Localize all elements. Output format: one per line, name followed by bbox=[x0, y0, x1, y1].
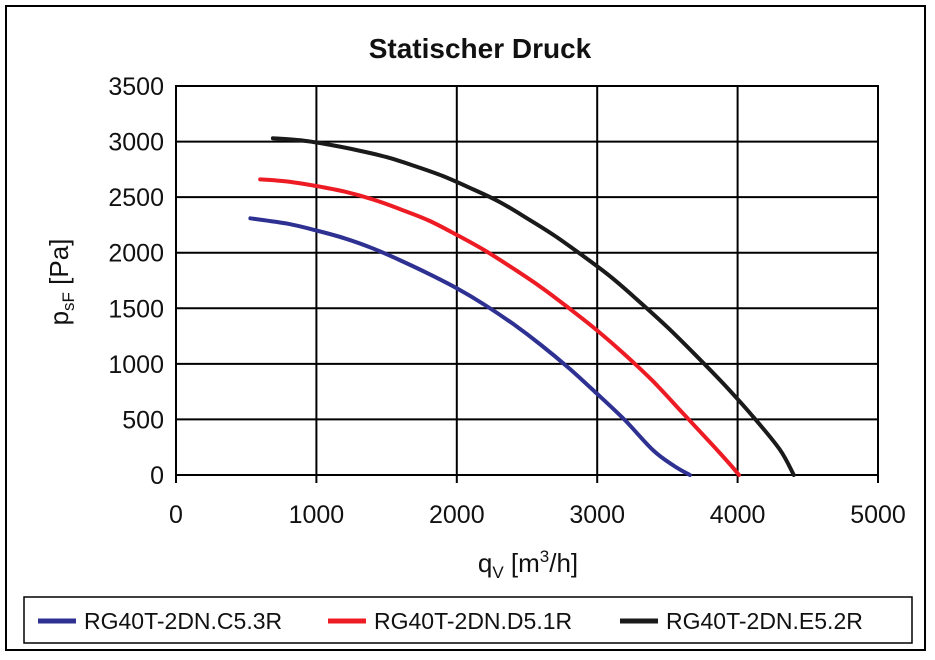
x-axis-label-unit-post: /h] bbox=[549, 548, 578, 578]
x-axis-label-unit-pre: [m bbox=[504, 548, 540, 578]
legend-label-1: RG40T-2DN.D5.1R bbox=[374, 608, 572, 634]
x-tick-labels: 0 1000 2000 3000 4000 5000 bbox=[169, 501, 906, 529]
x-tick-label: 1000 bbox=[289, 501, 345, 529]
y-tick-label: 2500 bbox=[108, 184, 164, 212]
series-line-2 bbox=[270, 136, 796, 477]
legend: RG40T-2DN.C5.3R RG40T-2DN.D5.1R RG40T-2DN.… bbox=[23, 596, 913, 644]
legend-box bbox=[23, 596, 913, 644]
x-tick-label: 2000 bbox=[429, 501, 485, 529]
x-axis-label-main: q bbox=[478, 548, 492, 578]
grid-lines bbox=[175, 85, 879, 483]
y-tick-label: 1500 bbox=[108, 295, 164, 323]
plot-area-border bbox=[175, 85, 879, 476]
x-tick-label: 5000 bbox=[850, 501, 906, 529]
y-axis-label-sub: sF bbox=[59, 292, 78, 311]
y-tick-label: 500 bbox=[122, 406, 164, 434]
legend-label-2: RG40T-2DN.E5.2R bbox=[666, 608, 863, 634]
y-tick-label: 2000 bbox=[108, 240, 164, 268]
x-tick-label: 3000 bbox=[569, 501, 625, 529]
series-lines bbox=[248, 136, 796, 477]
y-tick-labels: 0 500 1000 1500 2000 2500 3000 3500 bbox=[108, 73, 164, 490]
series-line-0 bbox=[248, 216, 692, 477]
series-line-1 bbox=[258, 177, 741, 477]
y-tick-label: 1000 bbox=[108, 351, 164, 379]
x-axis-label-sub: V bbox=[492, 563, 504, 582]
legend-label-0: RG40T-2DN.C5.3R bbox=[84, 608, 282, 634]
y-tick-label: 3500 bbox=[108, 73, 164, 101]
y-tick-label: 3000 bbox=[108, 129, 164, 157]
x-tick-label: 4000 bbox=[710, 501, 766, 529]
chart-title: Statischer Druck bbox=[369, 33, 592, 64]
y-tick-label: 0 bbox=[150, 462, 164, 490]
x-axis-label: qV [m3/h] bbox=[478, 547, 578, 582]
y-axis-label-main: p bbox=[44, 311, 74, 325]
y-axis-label: psF [Pa] bbox=[44, 239, 78, 326]
chart-frame bbox=[5, 5, 926, 651]
x-axis-label-sup: 3 bbox=[540, 547, 549, 566]
y-axis-label-unit: [Pa] bbox=[44, 239, 74, 292]
x-tick-label: 0 bbox=[169, 501, 183, 529]
